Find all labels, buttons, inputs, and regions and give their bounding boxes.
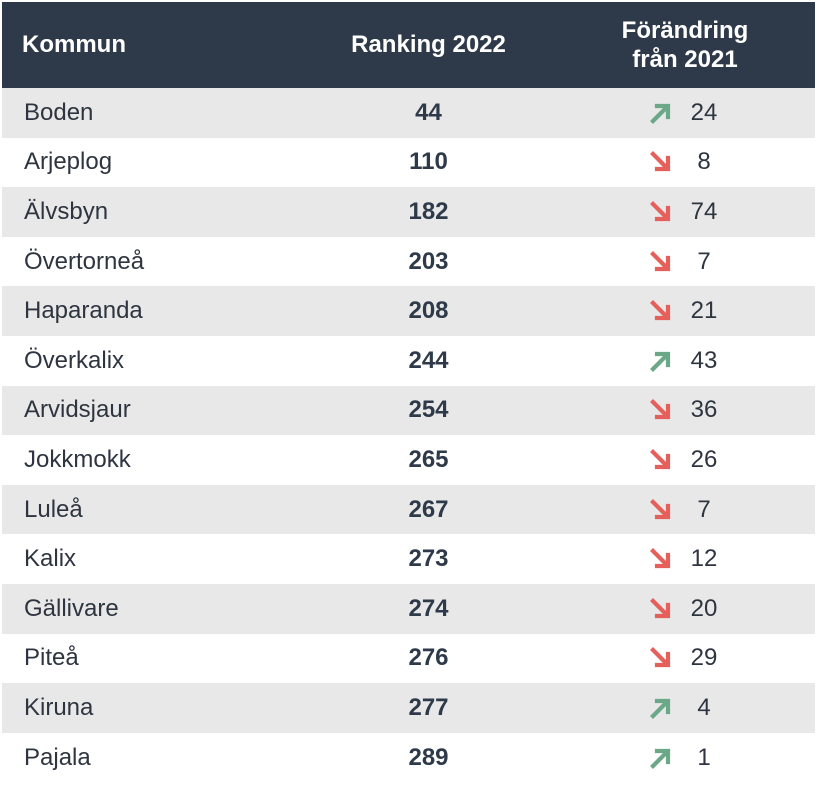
change-value: 24 <box>687 99 721 127</box>
change-value: 7 <box>687 496 721 524</box>
arrow-down-right-icon <box>649 150 673 174</box>
change-value: 26 <box>687 446 721 474</box>
kommun-cell: Gällivare <box>2 595 302 623</box>
change-value: 12 <box>687 545 721 573</box>
change-value: 1 <box>687 744 721 772</box>
table-body: Boden 44 24 Arjeplog 110 8 Älvsbyn 182 74 Övertor… <box>2 88 815 782</box>
arrow-down-right-icon <box>649 200 673 224</box>
change-cell: 26 <box>555 446 815 474</box>
change-cell: 74 <box>555 198 815 226</box>
ranking-cell: 110 <box>302 148 555 176</box>
table-row: Piteå 276 29 <box>2 634 815 684</box>
ranking-cell: 182 <box>302 198 555 226</box>
kommun-cell: Kiruna <box>2 694 302 722</box>
table-row: Jokkmokk 265 26 <box>2 435 815 485</box>
kommun-cell: Arjeplog <box>2 148 302 176</box>
table-row: Överkalix 244 43 <box>2 336 815 386</box>
change-value: 8 <box>687 148 721 176</box>
table-row: Arvidsjaur 254 36 <box>2 386 815 436</box>
kommun-cell: Pajala <box>2 744 302 772</box>
change-cell: 7 <box>555 248 815 276</box>
ranking-cell: 277 <box>302 694 555 722</box>
kommun-cell: Kalix <box>2 545 302 573</box>
ranking-cell: 265 <box>302 446 555 474</box>
arrow-down-right-icon <box>649 646 673 670</box>
change-value: 20 <box>687 595 721 623</box>
arrow-up-right-icon <box>649 696 673 720</box>
change-cell: 7 <box>555 496 815 524</box>
change-cell: 12 <box>555 545 815 573</box>
table-header: Kommun Ranking 2022 Förändring från 2021 <box>2 2 815 88</box>
kommun-cell: Haparanda <box>2 297 302 325</box>
table-row: Haparanda 208 21 <box>2 286 815 336</box>
kommun-cell: Älvsbyn <box>2 198 302 226</box>
arrow-down-right-icon <box>649 448 673 472</box>
kommun-cell: Luleå <box>2 496 302 524</box>
ranking-cell: 244 <box>302 347 555 375</box>
ranking-cell: 254 <box>302 396 555 424</box>
arrow-down-right-icon <box>649 597 673 621</box>
arrow-down-right-icon <box>649 547 673 571</box>
change-cell: 20 <box>555 595 815 623</box>
change-value: 4 <box>687 694 721 722</box>
arrow-up-right-icon <box>649 101 673 125</box>
kommun-cell: Överkalix <box>2 347 302 375</box>
arrow-down-right-icon <box>649 299 673 323</box>
change-cell: 4 <box>555 694 815 722</box>
arrow-up-right-icon <box>649 746 673 770</box>
change-cell: 36 <box>555 396 815 424</box>
kommun-cell: Övertorneå <box>2 248 302 276</box>
arrow-down-right-icon <box>649 498 673 522</box>
kommun-cell: Arvidsjaur <box>2 396 302 424</box>
table-row: Älvsbyn 182 74 <box>2 187 815 237</box>
change-cell: 43 <box>555 347 815 375</box>
change-value: 21 <box>687 297 721 325</box>
ranking-cell: 274 <box>302 595 555 623</box>
header-change-line1: Förändring <box>555 16 815 45</box>
change-value: 29 <box>687 644 721 672</box>
arrow-up-right-icon <box>649 349 673 373</box>
change-value: 7 <box>687 248 721 276</box>
header-ranking: Ranking 2022 <box>302 31 555 59</box>
table-row: Luleå 267 7 <box>2 485 815 535</box>
table-row: Kiruna 277 4 <box>2 683 815 733</box>
table-row: Arjeplog 110 8 <box>2 138 815 188</box>
ranking-cell: 203 <box>302 248 555 276</box>
change-cell: 29 <box>555 644 815 672</box>
kommun-cell: Boden <box>2 99 302 127</box>
change-cell: 21 <box>555 297 815 325</box>
table-row: Kalix 273 12 <box>2 534 815 584</box>
kommun-cell: Jokkmokk <box>2 446 302 474</box>
ranking-cell: 267 <box>302 496 555 524</box>
change-cell: 1 <box>555 744 815 772</box>
ranking-cell: 273 <box>302 545 555 573</box>
table-row: Boden 44 24 <box>2 88 815 138</box>
arrow-down-right-icon <box>649 398 673 422</box>
header-kommun: Kommun <box>2 31 302 59</box>
change-value: 36 <box>687 396 721 424</box>
change-cell: 8 <box>555 148 815 176</box>
ranking-cell: 208 <box>302 297 555 325</box>
kommun-cell: Piteå <box>2 644 302 672</box>
ranking-cell: 276 <box>302 644 555 672</box>
change-cell: 24 <box>555 99 815 127</box>
table-row: Övertorneå 203 7 <box>2 237 815 287</box>
table-row: Pajala 289 1 <box>2 733 815 783</box>
change-value: 43 <box>687 347 721 375</box>
header-change-line2: från 2021 <box>555 45 815 74</box>
ranking-cell: 44 <box>302 99 555 127</box>
change-value: 74 <box>687 198 721 226</box>
arrow-down-right-icon <box>649 250 673 274</box>
header-change: Förändring från 2021 <box>555 16 815 74</box>
ranking-cell: 289 <box>302 744 555 772</box>
table-row: Gällivare 274 20 <box>2 584 815 634</box>
